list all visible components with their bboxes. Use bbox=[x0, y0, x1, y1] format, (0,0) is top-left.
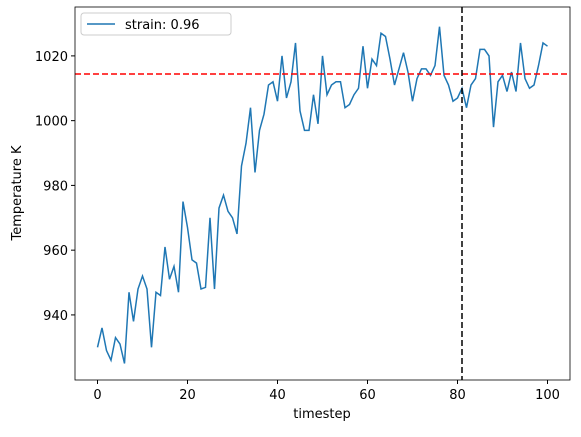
data-line bbox=[96, 26, 548, 364]
legend-box bbox=[80, 12, 232, 36]
y-axis-label: Temperature K bbox=[10, 145, 25, 241]
x-tick-label: 80 bbox=[449, 388, 466, 403]
y-tick-label: 1000 bbox=[35, 115, 68, 130]
x-tick-label: 60 bbox=[359, 388, 376, 403]
plot-frame bbox=[74, 6, 571, 381]
x-tick-label: 40 bbox=[269, 388, 286, 403]
x-axis-label: timestep bbox=[293, 407, 351, 422]
x-tick-label: 20 bbox=[179, 388, 196, 403]
x-tick-label: 100 bbox=[535, 388, 560, 403]
y-tick-label: 960 bbox=[43, 244, 68, 259]
y-tick-label: 980 bbox=[43, 179, 68, 194]
y-tick-label: 1020 bbox=[35, 50, 68, 65]
x-tick-label: 0 bbox=[93, 388, 101, 403]
legend-label: strain: 0.96 bbox=[125, 18, 200, 33]
y-tick-label: 940 bbox=[43, 309, 68, 324]
